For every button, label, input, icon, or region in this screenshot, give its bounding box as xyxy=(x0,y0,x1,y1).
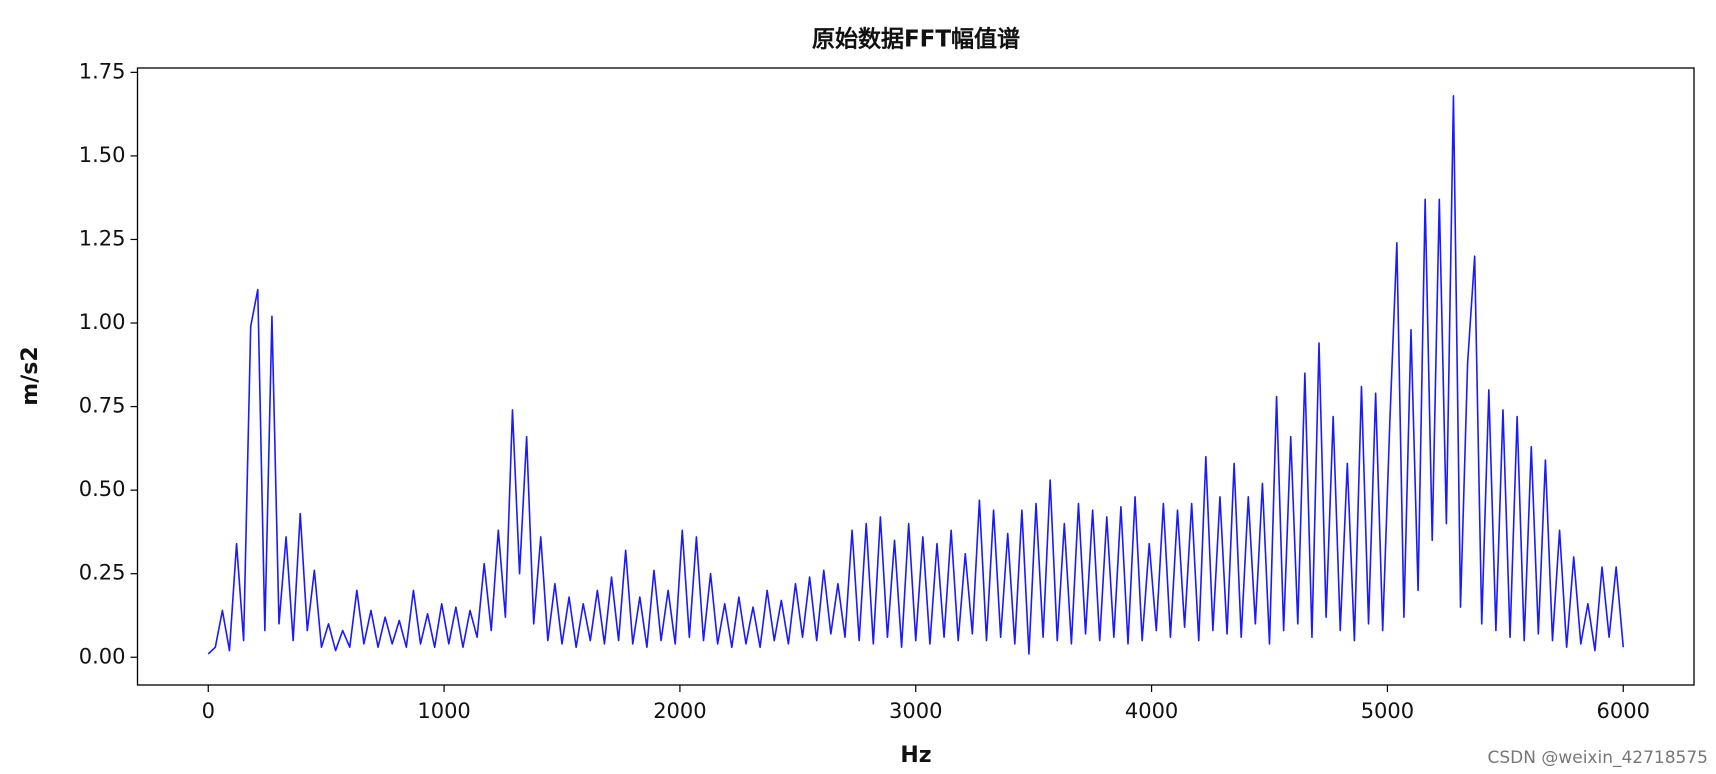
y-tick-label: 1.50 xyxy=(79,143,126,167)
x-tick-label: 0 xyxy=(202,699,215,723)
x-axis-label: Hz xyxy=(900,743,931,768)
y-tick-label: 1.25 xyxy=(79,226,126,250)
plot-frame xyxy=(136,67,1695,686)
chart-title: 原始数据FFT幅值谱 xyxy=(812,26,1020,53)
y-tick-label: 0.50 xyxy=(79,477,126,501)
y-tick-label: 0.00 xyxy=(79,644,126,668)
y-tick-label: 1.75 xyxy=(79,59,126,83)
x-tick-label: 2000 xyxy=(653,699,706,723)
x-tick-label: 3000 xyxy=(889,699,942,723)
x-tick-label: 5000 xyxy=(1361,699,1414,723)
y-axis-label: m/s2 xyxy=(18,346,43,405)
spectrum-line xyxy=(207,94,1625,655)
x-tick-label: 4000 xyxy=(1125,699,1178,723)
y-tick-label: 0.75 xyxy=(79,394,126,418)
x-tick-label: 1000 xyxy=(417,699,470,723)
y-tick-label: 0.25 xyxy=(79,561,126,585)
x-tick-label: 6000 xyxy=(1597,699,1650,723)
watermark: CSDN @weixin_42718575 xyxy=(1487,748,1708,768)
y-tick-label: 1.00 xyxy=(79,310,126,334)
